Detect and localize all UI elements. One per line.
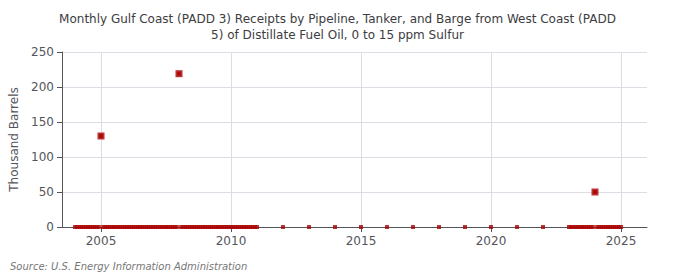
svg-text:2020: 2020 (476, 234, 507, 248)
svg-text:2025: 2025 (606, 234, 637, 248)
svg-text:150: 150 (31, 115, 54, 129)
svg-text:2005: 2005 (86, 234, 117, 248)
svg-text:250: 250 (31, 45, 54, 59)
svg-text:200: 200 (31, 80, 54, 94)
svg-text:Monthly Gulf Coast (PADD 3) Re: Monthly Gulf Coast (PADD 3) Receipts by … (59, 12, 616, 26)
svg-text:50: 50 (39, 185, 54, 199)
svg-text:Thousand Barrels: Thousand Barrels (7, 87, 21, 192)
svg-text:2010: 2010 (216, 234, 247, 248)
svg-text:5) of Distillate Fuel Oil, 0 t: 5) of Distillate Fuel Oil, 0 to 15 ppm S… (211, 28, 464, 42)
svg-text:2015: 2015 (346, 234, 377, 248)
svg-text:Source: U.S. Energy Informatio: Source: U.S. Energy Information Administ… (10, 261, 247, 272)
svg-text:0: 0 (46, 220, 54, 234)
svg-text:100: 100 (31, 150, 54, 164)
